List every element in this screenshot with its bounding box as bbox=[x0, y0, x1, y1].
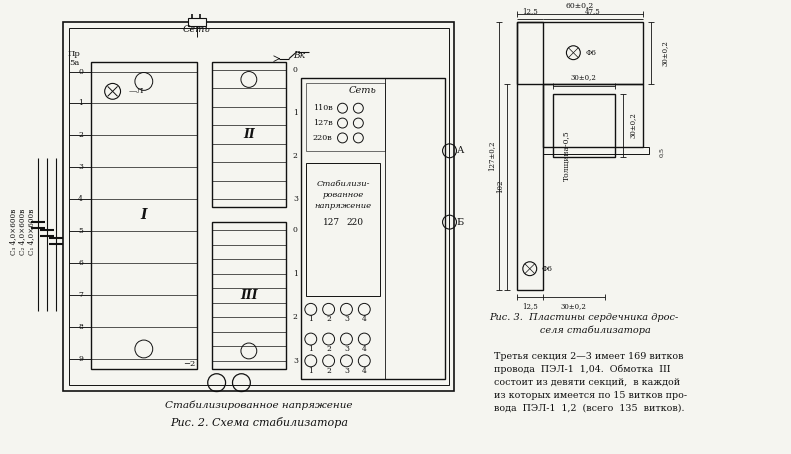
Text: напряжение: напряжение bbox=[314, 202, 372, 210]
Text: Φ6: Φ6 bbox=[542, 265, 553, 273]
Text: вода  ПЭЛ-1  1,2  (всего  135  витков).: вода ПЭЛ-1 1,2 (всего 135 витков). bbox=[494, 404, 684, 413]
Polygon shape bbox=[188, 18, 206, 26]
Text: селя стабилизатора: селя стабилизатора bbox=[518, 326, 651, 335]
Text: 1: 1 bbox=[308, 315, 313, 323]
Text: провода  ПЭЛ-1  1,04.  Обмотка  III: провода ПЭЛ-1 1,04. Обмотка III bbox=[494, 365, 671, 374]
Text: 3: 3 bbox=[293, 195, 298, 203]
Text: 2: 2 bbox=[326, 367, 331, 375]
Text: 30±0,2: 30±0,2 bbox=[629, 112, 637, 138]
Text: 4: 4 bbox=[78, 195, 83, 203]
Text: 30±0,2: 30±0,2 bbox=[570, 74, 596, 81]
Text: 4: 4 bbox=[361, 367, 367, 375]
Text: 6: 6 bbox=[78, 259, 83, 267]
Text: 7: 7 bbox=[78, 291, 83, 299]
Text: 0,5: 0,5 bbox=[660, 147, 664, 157]
Text: из которых имеется по 15 витков про-: из которых имеется по 15 витков про- bbox=[494, 390, 687, 400]
Text: Сеть: Сеть bbox=[183, 25, 210, 35]
Text: —Л: —Л bbox=[128, 87, 144, 95]
Text: 4: 4 bbox=[361, 315, 367, 323]
Text: 9: 9 bbox=[78, 355, 83, 363]
Text: 8: 8 bbox=[78, 323, 83, 331]
Text: 12,5: 12,5 bbox=[522, 7, 538, 15]
Text: 1: 1 bbox=[308, 345, 313, 353]
Text: А: А bbox=[456, 146, 464, 155]
Text: 47,5: 47,5 bbox=[585, 7, 600, 15]
Text: 30±0,2: 30±0,2 bbox=[660, 40, 668, 66]
Text: 3: 3 bbox=[344, 315, 349, 323]
Text: 3: 3 bbox=[344, 367, 349, 375]
Text: 2: 2 bbox=[293, 313, 298, 321]
Text: 102: 102 bbox=[496, 180, 504, 193]
Text: 3: 3 bbox=[78, 163, 83, 171]
Text: Φ6: Φ6 bbox=[585, 49, 596, 57]
Text: III: III bbox=[240, 289, 258, 302]
Text: 0: 0 bbox=[293, 65, 298, 74]
Text: 2: 2 bbox=[78, 131, 83, 139]
Text: 127±0,2: 127±0,2 bbox=[487, 140, 495, 171]
Text: 0: 0 bbox=[78, 68, 83, 75]
Text: 3: 3 bbox=[293, 357, 298, 365]
Text: С₃ 4,0×600в: С₃ 4,0×600в bbox=[9, 209, 17, 255]
Text: 2: 2 bbox=[326, 315, 331, 323]
Text: 127: 127 bbox=[323, 217, 339, 227]
Text: Рис. 3.  Пластины сердечника дрос-: Рис. 3. Пластины сердечника дрос- bbox=[490, 313, 679, 322]
Text: 1: 1 bbox=[293, 270, 298, 278]
Text: Третья секция 2—3 имеет 169 витков: Третья секция 2—3 имеет 169 витков bbox=[494, 352, 683, 361]
Text: 0: 0 bbox=[293, 226, 298, 234]
Text: 220: 220 bbox=[346, 217, 363, 227]
Text: 3: 3 bbox=[344, 345, 349, 353]
Text: 110в: 110в bbox=[312, 104, 332, 112]
Text: −2: −2 bbox=[183, 360, 195, 368]
Text: 4: 4 bbox=[361, 345, 367, 353]
Text: 2: 2 bbox=[293, 152, 298, 160]
Text: 127в: 127в bbox=[312, 119, 332, 127]
Text: I: I bbox=[141, 208, 147, 222]
Text: 1: 1 bbox=[308, 367, 313, 375]
Text: Стабилизи-: Стабилизи- bbox=[316, 181, 369, 188]
Text: состоит из девяти секций,  в каждой: состоит из девяти секций, в каждой bbox=[494, 378, 680, 387]
Text: Сеть: Сеть bbox=[349, 86, 377, 95]
Text: Б: Б bbox=[456, 217, 464, 227]
Text: Пр
5а: Пр 5а bbox=[67, 50, 81, 67]
Text: II: II bbox=[243, 128, 255, 141]
Text: 220в: 220в bbox=[312, 134, 332, 142]
Text: рованное: рованное bbox=[323, 192, 364, 199]
Text: 2: 2 bbox=[326, 345, 331, 353]
Text: 5: 5 bbox=[78, 227, 83, 235]
Text: 60±0,2: 60±0,2 bbox=[566, 1, 593, 9]
Text: 1: 1 bbox=[293, 109, 298, 117]
Text: С₁ 4,0×600в: С₁ 4,0×600в bbox=[28, 209, 36, 255]
Text: Толщина-0,5: Толщина-0,5 bbox=[563, 130, 571, 181]
Text: 12,5: 12,5 bbox=[522, 302, 538, 311]
Text: 1: 1 bbox=[78, 99, 83, 108]
Text: Вк: Вк bbox=[293, 51, 305, 60]
Text: Стабилизированное напряжение: Стабилизированное напряжение bbox=[165, 401, 353, 410]
Text: Рис. 2. Схема стабилизатора: Рис. 2. Схема стабилизатора bbox=[170, 417, 348, 428]
Text: С₂ 4,0×600в: С₂ 4,0×600в bbox=[18, 209, 26, 255]
Text: 30±0,2: 30±0,2 bbox=[560, 302, 586, 311]
